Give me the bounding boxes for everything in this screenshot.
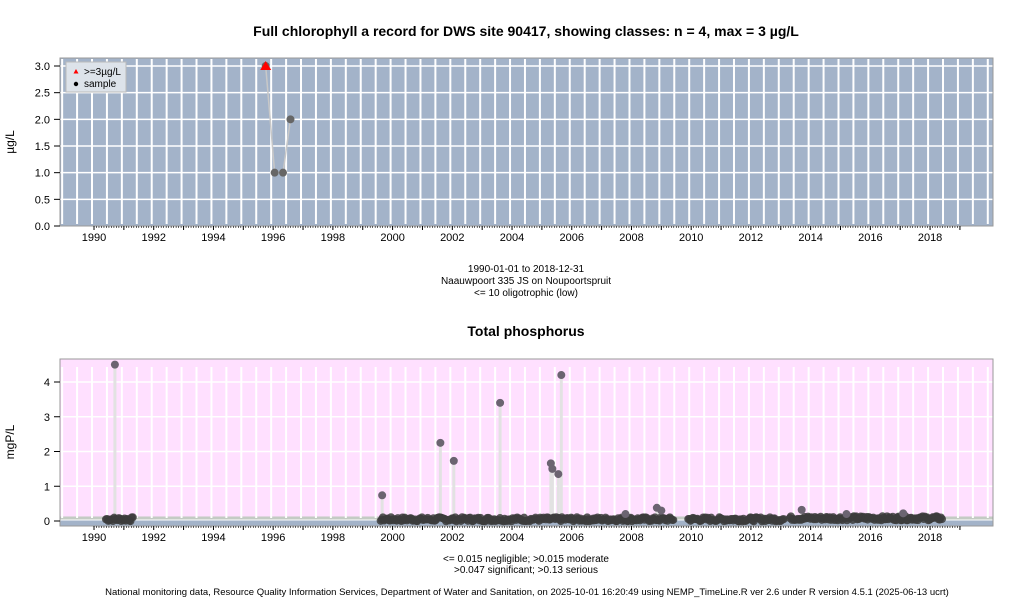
tp-point-baseline bbox=[669, 515, 678, 524]
chl-point-high bbox=[260, 61, 272, 71]
tp-y-tick-label: 1 bbox=[44, 481, 50, 493]
chl-point-sample bbox=[270, 168, 279, 177]
chl-series-line bbox=[264, 65, 292, 174]
tp-plot-area: 1990 1992 1994 1996 1998 2000 2002 2004 2006 2008… bbox=[44, 358, 994, 544]
tp-point-peak bbox=[548, 464, 557, 473]
tp-x-tick-label: 2002 bbox=[440, 532, 464, 544]
chl-frame bbox=[59, 57, 994, 227]
tp-point-peak bbox=[657, 506, 666, 515]
tp-x-tick-label: 1998 bbox=[321, 532, 345, 544]
chl-y-label: µg/L bbox=[3, 130, 17, 154]
tp-x-tick-label: 2016 bbox=[858, 532, 882, 544]
tp-point-baseline bbox=[128, 513, 137, 522]
chl-note-site: Naauwpoort 335 JS on Noupoortspruit bbox=[441, 276, 611, 287]
chl-x-tick-label: 2000 bbox=[380, 232, 404, 244]
chl-x-tick-label: 1996 bbox=[261, 232, 285, 244]
chl-y-tick-label: 0.5 bbox=[35, 194, 50, 206]
chl-legend: >=3µg/L sample bbox=[65, 61, 127, 93]
tp-x-tick-label: 1992 bbox=[141, 532, 165, 544]
chl-x-tick-label: 2008 bbox=[619, 232, 643, 244]
chl-x-tick-label: 1998 bbox=[321, 232, 345, 244]
tp-point-peak bbox=[797, 505, 806, 514]
chl-y-tick-label: 0.0 bbox=[35, 221, 50, 233]
tp-y-label: mgP/L bbox=[3, 424, 17, 459]
tp-point-baseline bbox=[779, 515, 788, 524]
chl-x-tick-label: 1990 bbox=[82, 232, 106, 244]
tp-x-tick-label: 1994 bbox=[201, 532, 225, 544]
tp-note-classes-2: >0.047 significant; >0.13 serious bbox=[454, 565, 598, 576]
chl-y-tick-label: 2.5 bbox=[35, 88, 50, 100]
tp-note-classes-1: <= 0.015 negligible; >0.015 moderate bbox=[443, 554, 609, 565]
tp-x-tick-label: 1996 bbox=[261, 532, 285, 544]
chl-x-tick-label: 2014 bbox=[798, 232, 822, 244]
tp-point-peak bbox=[449, 456, 458, 465]
chl-y-tick-label: 1.5 bbox=[35, 141, 50, 153]
footer-credit: National monitoring data, Resource Quali… bbox=[105, 587, 949, 598]
legend-entry-high: >=3µg/L bbox=[84, 67, 121, 78]
tp-y-tick-label: 4 bbox=[44, 377, 50, 389]
tp-point-baseline bbox=[938, 515, 947, 524]
legend-entry-sample: sample bbox=[84, 79, 117, 90]
chl-y-tick-label: 3.0 bbox=[35, 61, 50, 73]
tp-x-tick-label: 2014 bbox=[798, 532, 822, 544]
chl-x-tick-label: 2012 bbox=[739, 232, 763, 244]
chl-x-tick-label: 1994 bbox=[201, 232, 225, 244]
chl-x-tick-label: 2010 bbox=[679, 232, 703, 244]
chl-title: Full chlorophyll a record for DWS site 9… bbox=[253, 23, 799, 39]
legend-triangle-icon bbox=[73, 69, 79, 74]
chl-x-tick-label: 2018 bbox=[918, 232, 942, 244]
tp-title: Total phosphorus bbox=[467, 323, 584, 339]
tp-point-peak bbox=[842, 510, 851, 519]
tp-point-peak bbox=[436, 438, 445, 447]
tp-x-tick-label: 2000 bbox=[380, 532, 404, 544]
chl-x-tick-label: 2016 bbox=[858, 232, 882, 244]
chl-note-class: <= 10 oligotrophic (low) bbox=[474, 288, 578, 299]
tp-x-tick-label: 2004 bbox=[500, 532, 524, 544]
tp-point-peak bbox=[621, 510, 630, 519]
tp-x-tick-label: 2012 bbox=[739, 532, 763, 544]
tp-point-peak bbox=[496, 398, 505, 407]
tp-x-tick-label: 2018 bbox=[918, 532, 942, 544]
chl-plot-area: 1990 1992 1994 1996 1998 2000 2002 2004 2006 2008… bbox=[35, 57, 994, 244]
tp-y-tick-label: 2 bbox=[44, 447, 50, 459]
tp-x-tick-label: 2006 bbox=[560, 532, 584, 544]
tp-frame bbox=[59, 358, 994, 527]
tp-point-peak bbox=[899, 509, 908, 518]
tp-point-peak bbox=[557, 371, 566, 380]
chl-y-tick-label: 2.0 bbox=[35, 114, 50, 126]
tp-x-tick-label: 2010 bbox=[679, 532, 703, 544]
chl-note-daterange: 1990-01-01 to 2018-12-31 bbox=[468, 264, 585, 275]
chl-x-tick-label: 1992 bbox=[141, 232, 165, 244]
legend-circle-icon bbox=[73, 81, 79, 87]
chl-point-sample bbox=[279, 168, 288, 177]
tp-point-peak bbox=[110, 360, 119, 369]
legend-box bbox=[65, 61, 127, 93]
chl-x-tick-label: 2004 bbox=[500, 232, 524, 244]
tp-y-tick-label: 3 bbox=[44, 412, 50, 424]
tp-point-peak bbox=[378, 491, 387, 500]
chl-x-tick-label: 2006 bbox=[560, 232, 584, 244]
chl-y-tick-label: 1.0 bbox=[35, 168, 50, 180]
tp-point-peak bbox=[554, 470, 563, 479]
tp-x-tick-label: 1990 bbox=[82, 532, 106, 544]
tp-x-tick-label: 2008 bbox=[619, 532, 643, 544]
chl-point-sample bbox=[286, 115, 295, 124]
tp-y-tick-label: 0 bbox=[44, 516, 50, 528]
chl-x-tick-label: 2002 bbox=[440, 232, 464, 244]
